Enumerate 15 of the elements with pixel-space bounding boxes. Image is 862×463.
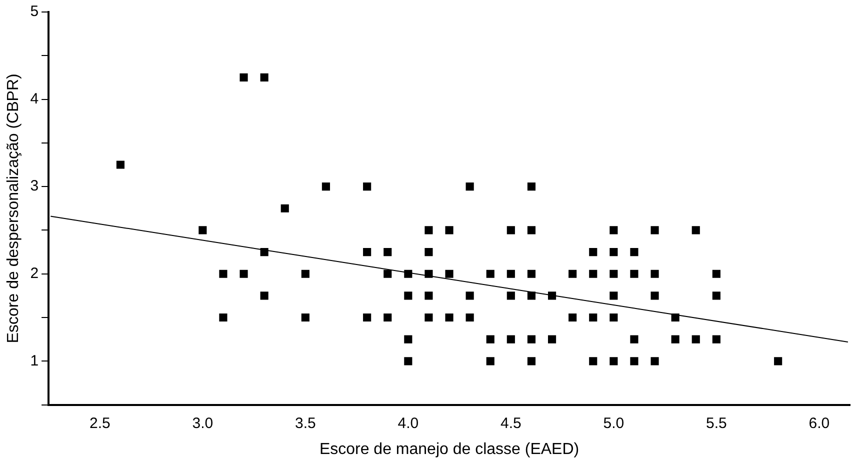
y-axis-title: Escore de despersonalização (CBPR) bbox=[5, 74, 22, 344]
x-tick-label: 3.0 bbox=[192, 414, 214, 432]
x-tick-label: 4.0 bbox=[398, 414, 419, 432]
x-tick-label: 2.5 bbox=[89, 414, 110, 432]
y-tick-label: 1 bbox=[30, 352, 39, 370]
y-tick-label: 5 bbox=[30, 3, 39, 20]
y-tick-label: 4 bbox=[30, 90, 39, 108]
y-tick-label: 3 bbox=[30, 178, 39, 195]
x-axis-title: Escore de manejo de classe (EAED) bbox=[319, 440, 580, 458]
x-tick-label: 5.0 bbox=[603, 414, 624, 432]
x-tick-label: 6.0 bbox=[808, 414, 830, 432]
x-tick-label: 5.5 bbox=[706, 414, 727, 432]
y-tick-label: 2 bbox=[30, 265, 39, 282]
x-tick-label: 3.5 bbox=[294, 414, 316, 432]
x-tick-label: 4.5 bbox=[500, 414, 522, 432]
